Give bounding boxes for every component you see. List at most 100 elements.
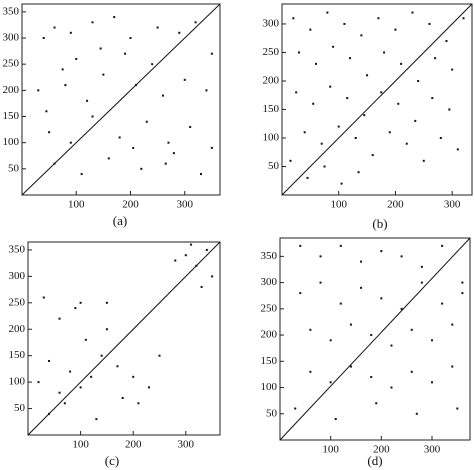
point [380,250,383,253]
point [451,68,454,71]
point [164,162,167,165]
point [53,162,56,165]
diagonal-line [21,3,221,196]
point [137,402,140,405]
point [441,302,444,305]
point [190,243,193,246]
point [320,142,323,145]
point [456,148,459,151]
point [394,28,397,31]
point [360,286,363,289]
point [292,17,295,20]
point [156,26,159,29]
point [58,317,61,320]
x-tick-label: 100 [322,444,339,456]
point [410,328,413,331]
x-tick-label: 100 [68,199,85,211]
point [210,52,213,55]
point [380,91,383,94]
point [360,260,363,263]
point [90,375,93,378]
point [439,136,442,139]
point [37,381,40,384]
point [431,339,433,342]
point [211,275,214,278]
panel-label: (a) [113,213,127,228]
point [129,37,132,40]
point [400,255,403,258]
y-tick-label: 200 [9,323,26,335]
x-tick-label: 200 [373,444,390,456]
point [74,307,77,310]
point [339,302,342,305]
point [363,114,366,117]
diagonal-line [281,3,473,196]
panel-label: (d) [367,453,382,468]
y-tick-label: 250 [9,296,26,308]
y-tick-label: 250 [263,46,280,58]
point [63,402,66,405]
y-tick-label: 250 [3,58,20,70]
point [184,254,187,257]
point [195,264,198,267]
point [377,17,380,20]
point [405,142,408,145]
point [456,407,459,410]
point [397,102,400,105]
point [354,136,357,139]
point [134,84,137,87]
point [346,97,349,100]
point [357,171,360,174]
point [434,57,437,60]
x-tick-label: 200 [125,439,142,451]
y-tick-label: 150 [3,110,20,122]
point [48,131,51,134]
point [295,91,298,94]
point [340,182,343,185]
point [194,21,197,24]
point [167,141,170,144]
point [158,354,161,357]
point [45,110,48,113]
point [375,402,378,405]
point [178,31,181,34]
point [410,370,413,373]
point [210,146,213,149]
point [80,173,83,176]
point [303,131,306,134]
point [69,141,72,144]
point [200,173,203,176]
point [380,297,383,300]
point [42,296,45,299]
point [309,328,312,331]
point [299,292,302,295]
y-tick-label: 100 [263,132,280,144]
point [445,40,448,43]
point [183,78,186,81]
point [337,125,340,128]
plot-frame [281,3,473,196]
point [306,176,309,179]
y-tick-label: 200 [3,84,20,96]
point [461,281,464,284]
point [37,89,40,92]
point [326,11,329,14]
point [366,74,369,77]
point [339,244,342,247]
point [431,381,433,384]
point [79,386,82,389]
point [349,323,352,326]
y-tick-label: 350 [3,5,20,17]
y-tick-label: 100 [261,381,278,393]
plot-frame [27,241,221,436]
y-tick-label: 50 [266,407,278,419]
point [95,418,98,421]
y-tick-label: 200 [261,329,278,341]
point [309,370,312,373]
point [309,28,312,31]
point [53,26,56,29]
y-tick-label: 50 [8,162,20,174]
point [107,157,110,160]
point [205,89,208,92]
